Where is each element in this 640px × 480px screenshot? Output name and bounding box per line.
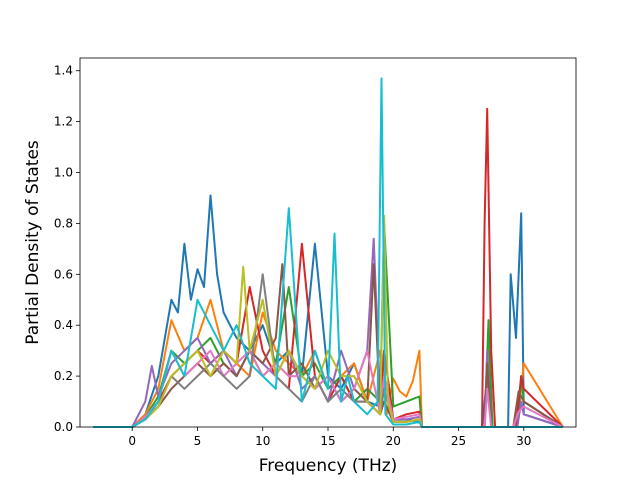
series-line-9	[93, 214, 563, 428]
x-tick-label: 15	[320, 434, 335, 448]
x-axis-ticks: 0 5 10 15 20 25 30	[128, 427, 531, 448]
series-line-10	[93, 77, 563, 428]
y-tick-label: 0.6	[54, 267, 73, 281]
y-tick-label: 0.0	[54, 420, 73, 434]
series-lines	[93, 77, 564, 428]
y-tick-label: 1.2	[54, 115, 73, 129]
y-axis-ticks: 0.0 0.2 0.4 0.6 0.8 1.0 1.2 1.4	[54, 64, 80, 434]
x-tick-label: 0	[128, 434, 136, 448]
y-tick-label: 0.4	[54, 318, 73, 332]
y-tick-label: 0.2	[54, 369, 73, 383]
x-tick-label: 5	[194, 434, 202, 448]
y-tick-label: 0.8	[54, 216, 73, 230]
y-axis-label: Partial Density of States	[23, 140, 43, 345]
x-tick-label: 20	[386, 434, 401, 448]
x-tick-label: 30	[516, 434, 531, 448]
y-tick-label: 1.0	[54, 166, 73, 180]
x-axis-label: Frequency (THz)	[259, 456, 398, 476]
x-tick-label: 10	[255, 434, 270, 448]
y-tick-label: 1.4	[54, 64, 73, 78]
x-tick-label: 25	[451, 434, 466, 448]
